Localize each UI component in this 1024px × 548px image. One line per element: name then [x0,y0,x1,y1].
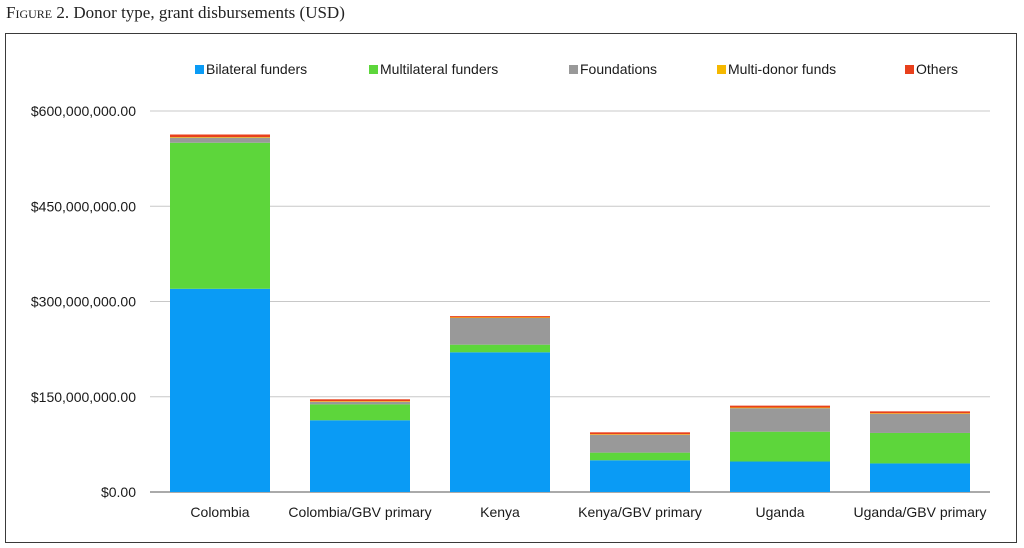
bar-segment [310,420,410,492]
bar-segment [450,352,550,492]
legend-swatch [717,65,726,74]
figure-caption: Figure 2. Donor type, grant disbursement… [6,3,345,23]
bar-segment [590,452,690,461]
bar-segment [170,137,270,138]
chart-frame: $0.00 $150,000,000.00 $300,000,000.00 $450,… [5,33,1017,543]
bar-segment [590,434,690,435]
y-tick-label: $0.00 [101,484,136,500]
legend-label: Foundations [580,61,657,77]
bar-segment [450,318,550,345]
legend-swatch [195,65,204,74]
axes: $0.00 $150,000,000.00 $300,000,000.00 $450,… [31,103,987,520]
bar-segment [170,134,270,138]
legend-swatch [369,65,378,74]
bar-segment [450,317,550,319]
bar-segment [310,399,410,402]
bar-segment [870,413,970,433]
bar-segment [450,344,550,353]
bar-segment [450,316,550,318]
figure-label: Figure 2. [6,3,70,22]
bar-segment [730,405,830,408]
bar-segment [730,461,830,492]
bar-segment [170,142,270,289]
stacked-bar-chart: $0.00 $150,000,000.00 $300,000,000.00 $450,… [31,61,990,520]
y-tick-label: $300,000,000.00 [31,294,136,310]
bar-segment [730,407,830,409]
legend-swatch [569,65,578,74]
bar-segment [870,463,970,492]
legend-label: Bilateral funders [206,61,307,77]
y-tick-label: $600,000,000.00 [31,103,136,119]
legend-label: Multilateral funders [380,61,498,77]
x-tick-label: Uganda [755,504,804,520]
figure-title: Donor type, grant disbursements (USD) [73,3,345,22]
legend-label: Others [916,61,958,77]
y-tick-label: $150,000,000.00 [31,389,136,405]
x-tick-label: Uganda/GBV primary [853,504,986,520]
bar-segment [310,401,410,402]
bars [170,134,970,492]
legend: Bilateral funders Multilateral funders Fou… [195,61,958,77]
bar-segment [170,288,270,492]
x-tick-label: Kenya [480,504,520,520]
gridlines [150,110,990,493]
bar-segment [870,411,970,414]
x-tick-label: Kenya/GBV primary [578,504,702,520]
bar-segment [310,404,410,421]
bar-segment [870,432,970,464]
legend-swatch [905,65,914,74]
bar-segment [590,434,690,453]
bar-segment [590,432,690,435]
bar-segment [730,431,830,462]
bar-segment [870,413,970,414]
bar-segment [730,408,830,432]
bar-segment [310,401,410,405]
bar-segment [590,460,690,492]
bar-segment [170,137,270,143]
x-tick-label: Colombia [190,504,249,520]
legend-label: Multi-donor funds [728,61,836,77]
y-tick-label: $450,000,000.00 [31,198,136,214]
x-tick-label: Colombia/GBV primary [288,504,431,520]
